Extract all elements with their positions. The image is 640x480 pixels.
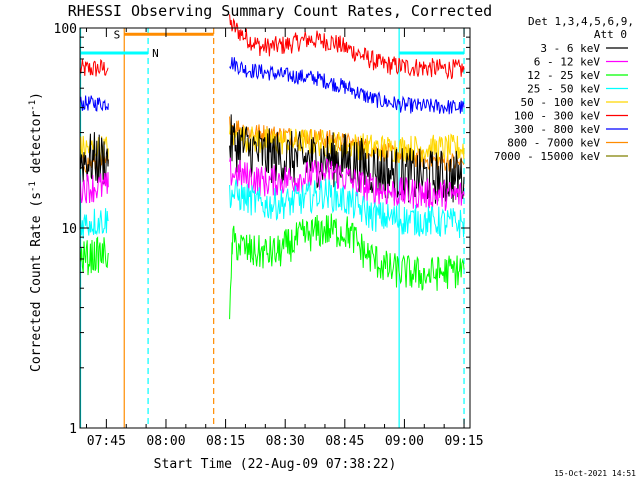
saa-interval-label: S <box>114 28 121 41</box>
y-tick-label: 1 <box>69 422 77 437</box>
series-line <box>79 95 109 112</box>
series-line <box>79 132 109 185</box>
legend-header-line-1: Det 1,3,4,5,6,9, <box>528 15 634 28</box>
x-tick-label: 09:00 <box>385 434 424 449</box>
series-line <box>229 178 465 239</box>
x-tick-label: 08:45 <box>325 434 364 449</box>
series-line <box>229 213 465 320</box>
x-tick-label: 07:45 <box>87 434 126 449</box>
x-axis-label: Start Time (22-Aug-09 07:38:22) <box>154 457 397 472</box>
series-line <box>79 236 109 276</box>
legend-entry-label: 7000 - 15000 keV <box>494 150 600 163</box>
chart-title: RHESSI Observing Summary Count Rates, Co… <box>68 2 492 20</box>
generation-date: 15-Oct-2021 14:51 <box>554 469 636 478</box>
legend-entry-label: 800 - 7000 keV <box>507 137 600 150</box>
series-line <box>229 14 465 80</box>
legend-entry-label: 100 - 300 keV <box>514 110 600 123</box>
series-line <box>79 58 109 77</box>
y-tick-label: 10 <box>61 222 77 237</box>
series-line <box>79 208 109 239</box>
x-tick-label: 09:15 <box>444 434 483 449</box>
legend-entry-label: 25 - 50 keV <box>527 83 600 96</box>
series-line <box>229 114 465 204</box>
legend-header-line-2: Att 0 <box>594 28 627 41</box>
x-tick-label: 08:30 <box>266 434 305 449</box>
night-interval-label: N <box>152 47 159 60</box>
legend-entry-label: 300 - 800 keV <box>514 123 600 136</box>
y-tick-label: 100 <box>54 22 77 37</box>
series-line <box>79 172 109 204</box>
x-tick-label: 08:15 <box>206 434 245 449</box>
series-line <box>229 157 465 211</box>
series-line <box>229 124 465 163</box>
legend-entry-label: 3 - 6 keV <box>540 42 600 55</box>
legend-entry-label: 12 - 25 keV <box>527 69 600 82</box>
series-line <box>229 57 465 115</box>
legend-entry-label: 6 - 12 keV <box>534 56 601 69</box>
x-tick-label: 08:00 <box>146 434 185 449</box>
y-axis-label: Corrected Count Rate (s-1 detector-1) <box>28 92 44 372</box>
legend-entry-label: 50 - 100 keV <box>521 96 601 109</box>
